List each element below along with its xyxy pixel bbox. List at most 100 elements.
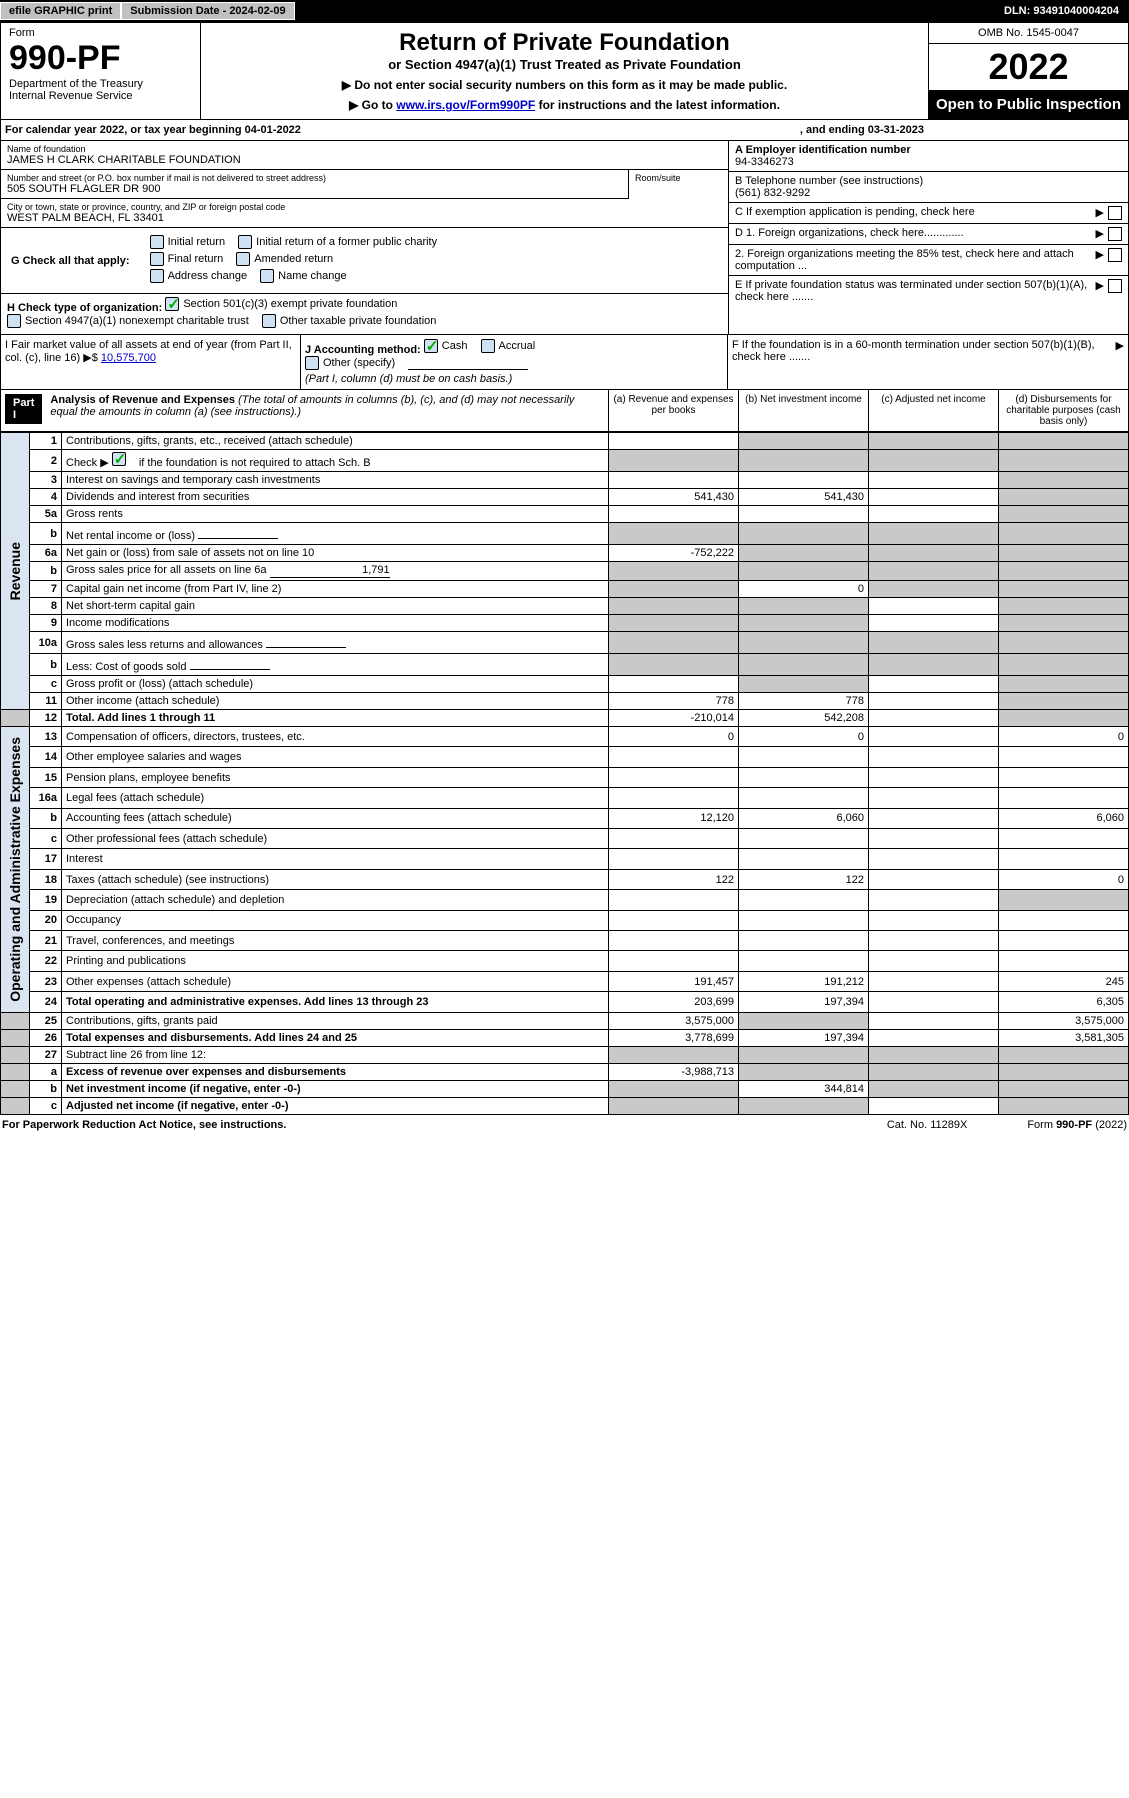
opt-4947: Section 4947(a)(1) nonexempt charitable …	[25, 315, 249, 327]
ln-7: 7	[30, 581, 62, 598]
efile-print-link[interactable]: efile GRAPHIC print	[0, 2, 121, 20]
r23-d: 245	[999, 971, 1129, 991]
entity-info: Name of foundation JAMES H CLARK CHARITA…	[0, 141, 1129, 335]
r27b-b: 344,814	[739, 1080, 869, 1097]
desc-7: Capital gain net income (from Part IV, l…	[62, 581, 609, 598]
arrow-icon: ▶	[1092, 227, 1108, 241]
desc-9: Income modifications	[62, 615, 609, 632]
schb-checkbox[interactable]	[112, 452, 126, 466]
ln-23: 23	[30, 971, 62, 991]
desc-16a: Legal fees (attach schedule)	[62, 788, 609, 808]
ln-10b: b	[30, 654, 62, 676]
col-c-header: (c) Adjusted net income	[868, 390, 998, 431]
phone-label: B Telephone number (see instructions)	[735, 175, 1122, 187]
r26-b: 197,394	[739, 1029, 869, 1046]
cash-basis-note: (Part I, column (d) must be on cash basi…	[305, 373, 512, 385]
r18-b: 122	[739, 869, 869, 889]
opt-other: Other (specify)	[323, 357, 395, 369]
d1-checkbox[interactable]	[1108, 227, 1122, 241]
opt-501c3: Section 501(c)(3) exempt private foundat…	[183, 298, 397, 310]
desc-2: Check ▶ if the foundation is not require…	[62, 450, 609, 472]
opt-final: Final return	[168, 253, 224, 265]
ln-4: 4	[30, 489, 62, 506]
submission-date: Submission Date - 2024-02-09	[121, 2, 294, 20]
other-method-checkbox[interactable]	[305, 356, 319, 370]
ln-6a: 6a	[30, 545, 62, 562]
desc-27c: Adjusted net income (if negative, enter …	[62, 1097, 609, 1114]
desc-10a: Gross sales less returns and allowances	[62, 632, 609, 654]
r18-a: 122	[609, 869, 739, 889]
r13-d: 0	[999, 727, 1129, 747]
ln-11: 11	[30, 693, 62, 710]
open-inspection: Open to Public Inspection	[929, 90, 1128, 119]
final-return-checkbox[interactable]	[150, 252, 164, 266]
opt-former: Initial return of a former public charit…	[256, 236, 437, 248]
opt-addrchg: Address change	[168, 270, 248, 282]
r7-b: 0	[739, 581, 869, 598]
part1-table: Revenue 1Contributions, gifts, grants, e…	[0, 432, 1129, 1115]
part1-title: Analysis of Revenue and Expenses	[50, 394, 235, 406]
ln-22: 22	[30, 951, 62, 971]
col-b-header: (b) Net investment income	[738, 390, 868, 431]
g-check-row: G Check all that apply: Initial return I…	[7, 231, 722, 290]
opt-namechg: Name change	[278, 270, 347, 282]
ln-17: 17	[30, 849, 62, 869]
desc-16c: Other professional fees (attach schedule…	[62, 829, 609, 849]
name-change-checkbox[interactable]	[260, 269, 274, 283]
desc-10c: Gross profit or (loss) (attach schedule)	[62, 676, 609, 693]
omb-number: OMB No. 1545-0047	[929, 23, 1128, 44]
r23-b: 191,212	[739, 971, 869, 991]
top-bar: efile GRAPHIC print Submission Date - 20…	[0, 0, 1129, 22]
ln-1: 1	[30, 433, 62, 450]
r16b-d: 6,060	[999, 808, 1129, 828]
desc-27: Subtract line 26 from line 12:	[62, 1046, 609, 1063]
page-footer: For Paperwork Reduction Act Notice, see …	[0, 1115, 1129, 1135]
ln-16c: c	[30, 829, 62, 849]
header-left: Form 990-PF Department of the Treasury I…	[1, 23, 201, 119]
h-label: H Check type of organization:	[7, 302, 162, 314]
initial-return-checkbox[interactable]	[150, 235, 164, 249]
desc-14: Other employee salaries and wages	[62, 747, 609, 767]
ln-5b: b	[30, 523, 62, 545]
r4-a: 541,430	[609, 489, 739, 506]
r11-b: 778	[739, 693, 869, 710]
cash-checkbox[interactable]	[424, 339, 438, 353]
form-title: Return of Private Foundation	[207, 29, 922, 57]
e-checkbox[interactable]	[1108, 279, 1122, 293]
amended-return-checkbox[interactable]	[236, 252, 250, 266]
desc-27a: Excess of revenue over expenses and disb…	[62, 1063, 609, 1080]
ln-21: 21	[30, 931, 62, 951]
desc-17: Interest	[62, 849, 609, 869]
col-d-header: (d) Disbursements for charitable purpose…	[998, 390, 1128, 431]
r13-b: 0	[739, 727, 869, 747]
opt-accrual: Accrual	[499, 340, 536, 352]
ln-12: 12	[30, 710, 62, 727]
dept-irs: Internal Revenue Service	[9, 90, 192, 102]
address-change-checkbox[interactable]	[150, 269, 164, 283]
accrual-checkbox[interactable]	[481, 339, 495, 353]
desc-5a: Gross rents	[62, 506, 609, 523]
c-checkbox[interactable]	[1108, 206, 1122, 220]
501c3-checkbox[interactable]	[165, 297, 179, 311]
form-header: Form 990-PF Department of the Treasury I…	[0, 22, 1129, 120]
desc-8: Net short-term capital gain	[62, 598, 609, 615]
former-charity-checkbox[interactable]	[238, 235, 252, 249]
r25-d: 3,575,000	[999, 1012, 1129, 1029]
ln-6b: b	[30, 562, 62, 581]
4947-checkbox[interactable]	[7, 314, 21, 328]
d2-checkbox[interactable]	[1108, 248, 1122, 262]
paperwork-notice: For Paperwork Reduction Act Notice, see …	[2, 1119, 286, 1131]
ln-16b: b	[30, 808, 62, 828]
ln-27b: b	[30, 1080, 62, 1097]
fmv-amount: 10,575,700	[101, 352, 156, 364]
form-instructions-link[interactable]: www.irs.gov/Form990PF	[396, 98, 535, 112]
desc-20: Occupancy	[62, 910, 609, 930]
other-taxable-checkbox[interactable]	[262, 314, 276, 328]
desc-25: Contributions, gifts, grants paid	[62, 1012, 609, 1029]
opt-amended: Amended return	[254, 253, 333, 265]
ein-label: A Employer identification number	[735, 144, 1122, 156]
desc-26: Total expenses and disbursements. Add li…	[62, 1029, 609, 1046]
dln-label: DLN: 93491040004204	[1004, 5, 1129, 17]
arrow-icon: ▶	[1092, 279, 1108, 303]
r16b-a: 12,120	[609, 808, 739, 828]
